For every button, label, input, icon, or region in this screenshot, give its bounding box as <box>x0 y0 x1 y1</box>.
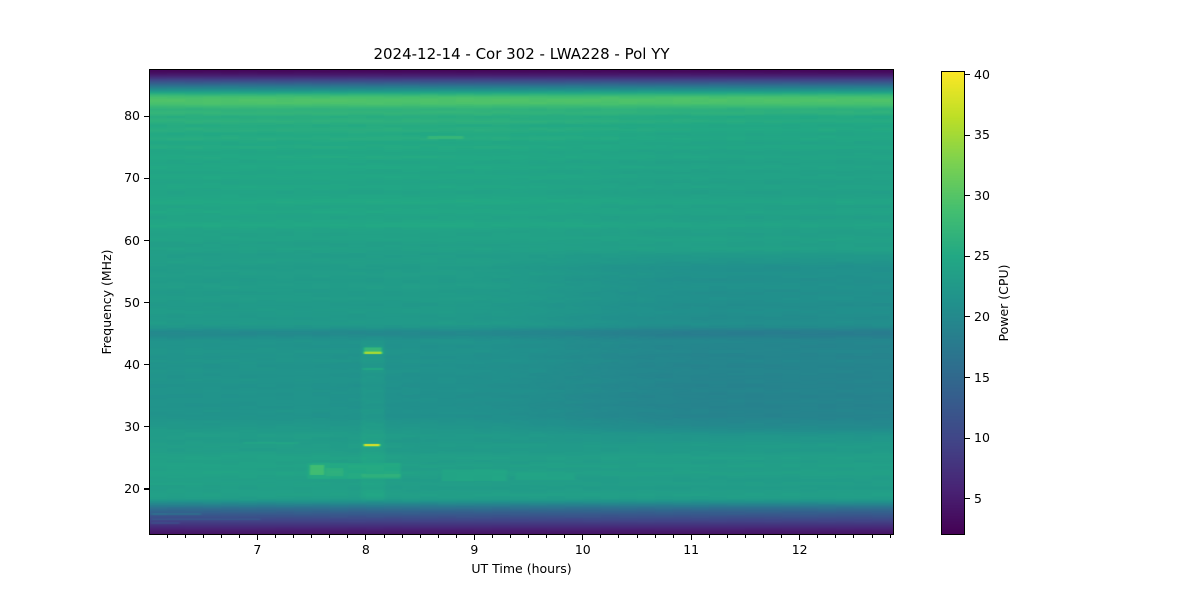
colorbar-tick-label: 10 <box>974 430 990 446</box>
spectrogram-heatmap <box>149 69 894 535</box>
x-tick <box>256 535 258 540</box>
x-tick <box>473 535 475 540</box>
x-minor-tick <box>347 535 349 538</box>
x-tick-label: 10 <box>574 542 591 557</box>
colorbar-tick <box>965 255 970 257</box>
x-minor-tick <box>889 535 891 538</box>
colorbar-gradient <box>941 71 965 535</box>
x-minor-tick <box>329 535 331 538</box>
x-minor-tick <box>510 535 511 538</box>
x-minor-tick <box>419 535 421 538</box>
x-minor-tick <box>166 535 168 538</box>
x-minor-tick <box>293 535 295 538</box>
y-tick <box>144 364 149 366</box>
x-minor-tick <box>654 535 656 538</box>
x-axis-label: UT Time (hours) <box>471 561 572 576</box>
y-tick <box>144 302 149 304</box>
colorbar-tick-label: 20 <box>974 308 990 324</box>
x-tick <box>799 535 801 540</box>
x-minor-tick <box>763 535 764 538</box>
chart-title: 2024-12-14 - Cor 302 - LWA228 - Pol YY <box>373 45 670 63</box>
colorbar-tick-label: 5 <box>974 490 982 506</box>
colorbar-tick <box>965 74 970 76</box>
y-tick-label: 60 <box>124 232 140 248</box>
x-tick-label: 11 <box>683 542 700 557</box>
y-tick <box>144 239 149 242</box>
x-minor-tick <box>835 535 837 538</box>
x-minor-tick <box>528 535 529 538</box>
x-minor-tick <box>564 535 566 538</box>
x-minor-tick <box>672 535 674 538</box>
x-minor-tick <box>202 535 204 538</box>
x-tick-label: 9 <box>470 542 479 557</box>
x-minor-tick <box>726 535 728 538</box>
colorbar-label: Power (CPU) <box>996 264 1011 342</box>
x-minor-tick <box>311 535 313 538</box>
x-tick <box>365 535 367 540</box>
x-minor-tick <box>853 535 855 538</box>
y-tick-label: 40 <box>124 356 140 372</box>
x-minor-tick <box>708 535 710 538</box>
x-minor-tick <box>600 535 602 538</box>
colorbar-tick <box>965 316 970 318</box>
x-tick-label: 12 <box>791 542 808 557</box>
y-axis-label: Frequency (MHz) <box>99 249 114 355</box>
x-minor-tick <box>455 535 457 538</box>
x-tick <box>690 535 692 540</box>
colorbar-tick <box>965 376 970 379</box>
x-minor-tick <box>275 535 276 538</box>
x-tick <box>582 535 584 540</box>
colorbar-tick-label: 30 <box>974 187 990 203</box>
x-minor-tick <box>817 535 819 538</box>
colorbar-tick-label: 15 <box>974 369 990 385</box>
colorbar-tick <box>965 498 970 500</box>
x-minor-tick <box>618 535 620 538</box>
x-minor-tick <box>491 535 493 538</box>
colorbar-tick-label: 35 <box>974 127 990 143</box>
x-minor-tick <box>437 535 439 538</box>
x-minor-tick <box>401 535 403 538</box>
x-tick-label: 8 <box>361 542 370 557</box>
y-tick <box>144 177 149 179</box>
colorbar-tick-label: 25 <box>974 248 990 264</box>
y-tick <box>144 426 149 428</box>
y-tick-label: 20 <box>124 481 140 496</box>
y-tick-label: 70 <box>124 170 140 186</box>
x-minor-tick <box>871 535 873 538</box>
x-minor-tick <box>238 535 240 538</box>
colorbar-tick-label: 40 <box>974 66 990 82</box>
x-tick-label: 7 <box>253 542 262 557</box>
y-tick <box>144 115 149 117</box>
x-minor-tick <box>546 535 548 538</box>
x-minor-tick <box>383 535 385 538</box>
y-tick <box>144 488 149 490</box>
x-minor-tick <box>781 535 783 538</box>
x-minor-tick <box>220 535 222 538</box>
x-minor-tick <box>744 535 746 538</box>
y-tick-label: 30 <box>124 418 140 434</box>
x-minor-tick <box>636 535 638 538</box>
colorbar-tick <box>965 134 970 136</box>
colorbar-tick <box>965 195 970 197</box>
colorbar-tick <box>965 437 970 439</box>
x-minor-tick <box>184 535 186 538</box>
y-tick-label: 80 <box>124 108 140 124</box>
y-tick-label: 50 <box>124 294 140 310</box>
